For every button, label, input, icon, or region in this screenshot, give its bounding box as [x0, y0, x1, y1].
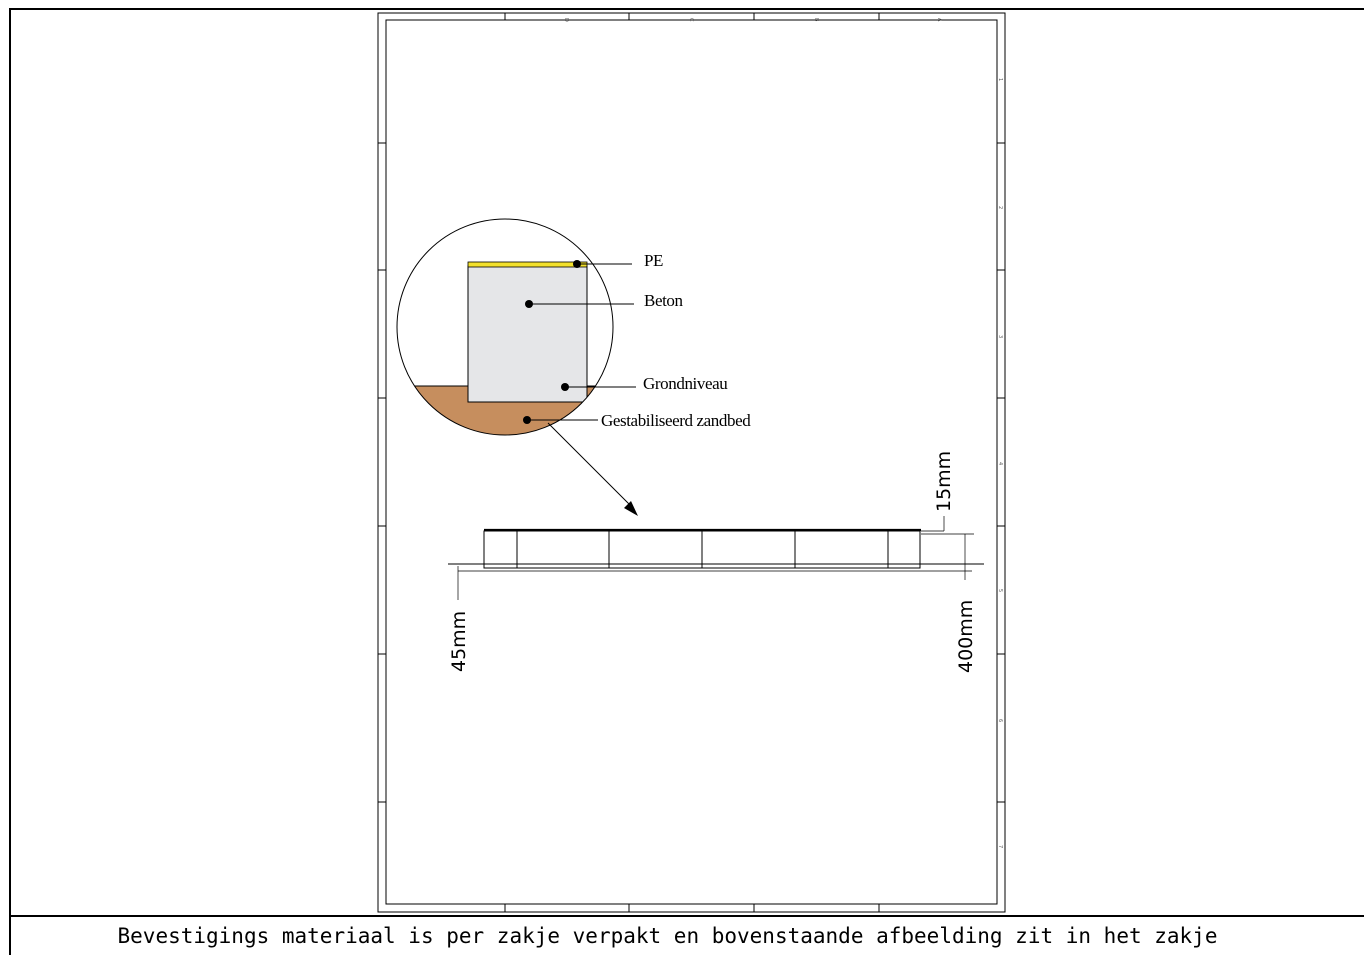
callout-arrow	[547, 422, 638, 516]
zone-label-3: 3	[997, 335, 1003, 338]
zone-label-4: 4	[997, 462, 1003, 465]
dimension-400mm: 400mm	[955, 600, 977, 673]
dimension-lines	[457, 516, 974, 600]
caption-bar: Bevestigings materiaal is per zakje verp…	[9, 915, 1364, 955]
dimension-15mm: 15mm	[933, 451, 955, 512]
caption-text: Bevestigings materiaal is per zakje verp…	[117, 924, 1218, 948]
zone-label-5: 5	[997, 589, 1003, 592]
concrete-block	[467, 265, 588, 403]
zone-label-7: 7	[997, 845, 1003, 848]
top-zone-ticks	[504, 13, 880, 912]
drawing-area: D C B A 1 2 3 4 5 6 7 PE Beton Grondnive…	[377, 12, 1006, 913]
side-zone-ticks	[378, 142, 1005, 803]
leader-lines	[527, 263, 636, 421]
zone-label-a: A	[936, 18, 942, 22]
sheet-outer-border	[377, 12, 1006, 913]
leader-dots	[523, 260, 581, 424]
zone-label-b: B	[813, 18, 819, 22]
zone-label-d: D	[563, 18, 569, 22]
section-drawing	[448, 528, 984, 572]
dimension-45mm: 45mm	[448, 611, 470, 672]
zone-label-6: 6	[997, 719, 1003, 722]
pe-layer	[467, 261, 588, 268]
zone-label-c: C	[688, 18, 694, 22]
technical-drawing: D C B A 1 2 3 4 5 6 7 PE Beton Grondnive…	[377, 12, 1006, 913]
sheet-inner-border	[385, 19, 998, 905]
label-zandbed: Gestabiliseerd zandbed	[601, 411, 751, 430]
zone-label-1: 1	[997, 78, 1003, 81]
zone-label-2: 2	[997, 206, 1003, 209]
outer-frame	[9, 8, 1364, 955]
label-pe: PE	[644, 251, 663, 270]
detail-callout-circle	[396, 218, 614, 436]
label-grondniveau: Grondniveau	[643, 374, 728, 393]
label-beton: Beton	[644, 291, 684, 310]
